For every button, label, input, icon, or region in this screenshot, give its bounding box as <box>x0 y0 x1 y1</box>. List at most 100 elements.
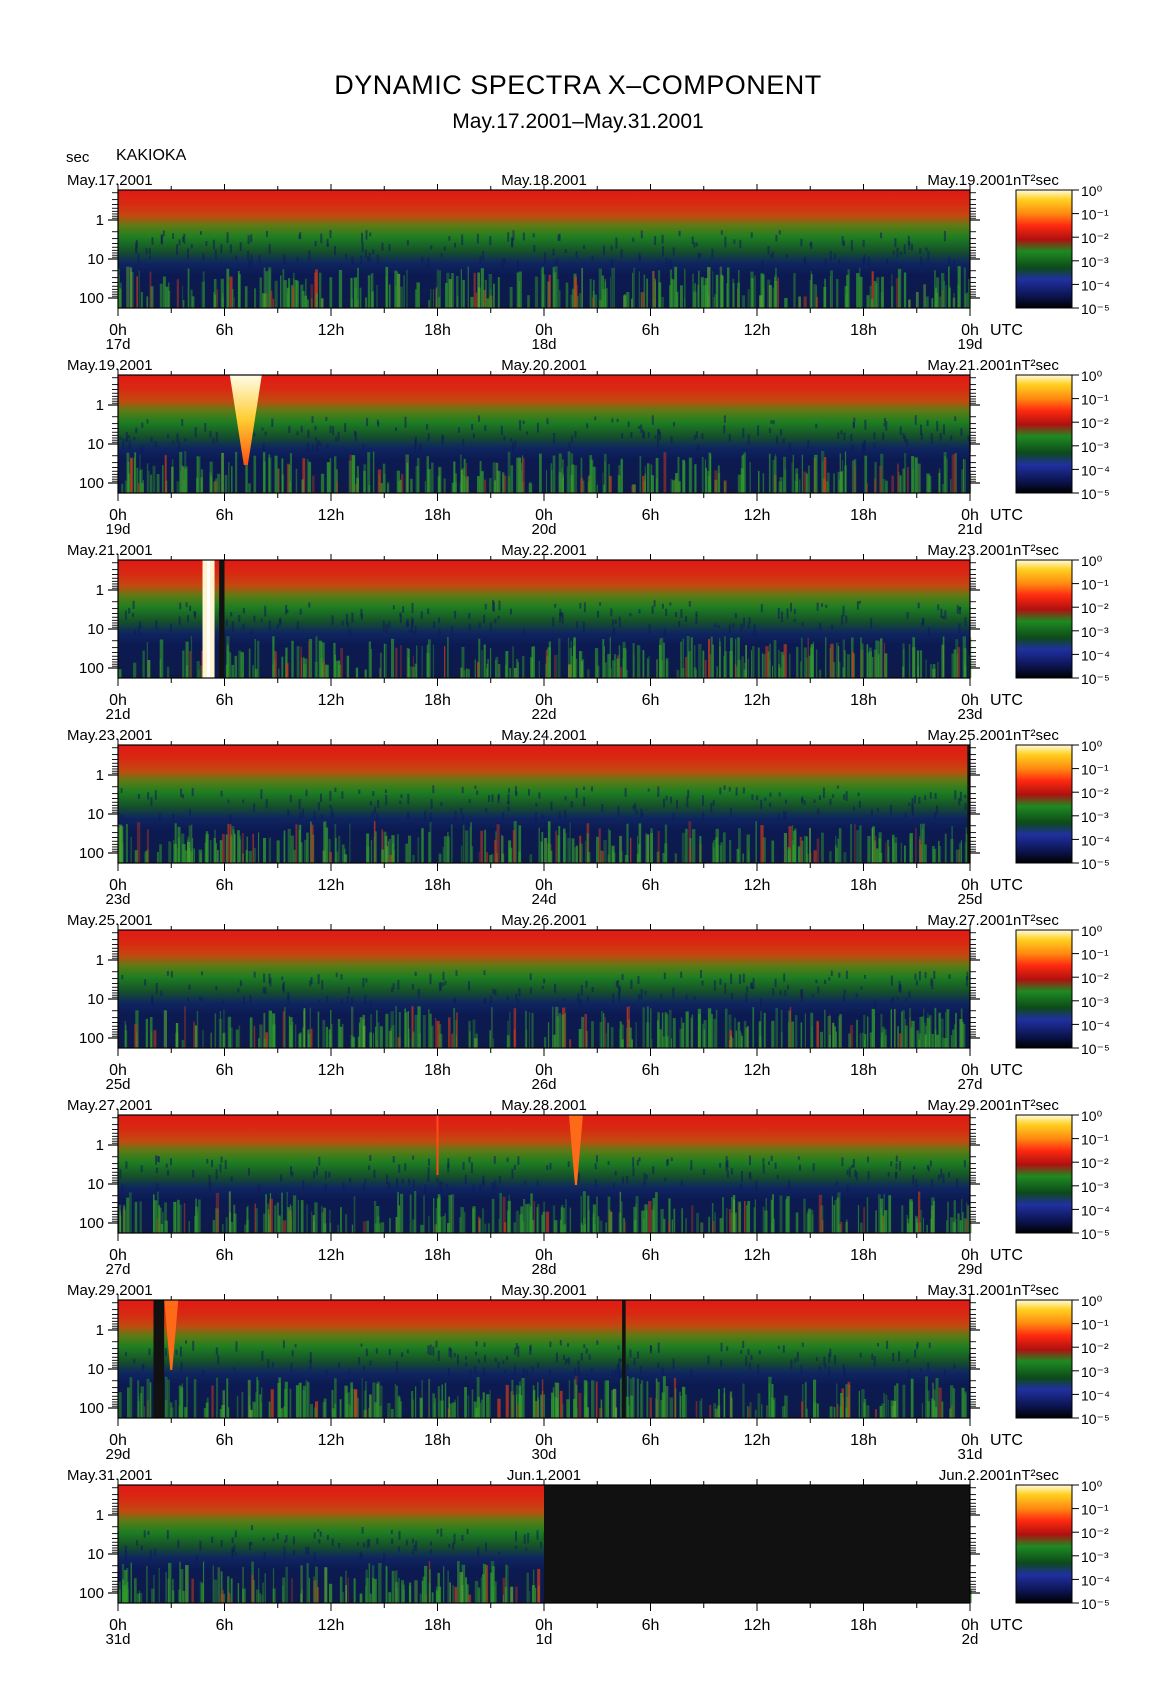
y-tick-label: 1 <box>96 1507 104 1524</box>
x-tick-label: 18h <box>424 507 451 524</box>
spectrum-panel-7: May.29.2001 May.30.2001 May.31.2001 nT²sec1… <box>67 1282 1110 1463</box>
colorbar-tick-label: 10⁰ <box>1081 1108 1103 1124</box>
spectrum-texture <box>118 1340 971 1418</box>
x-tick-label: 6h <box>642 1062 660 1079</box>
colorbar-tick-label: 10⁰ <box>1081 553 1103 569</box>
colorbar-unit-label: nT²sec <box>1013 1282 1059 1299</box>
colorbar-unit-label: nT²sec <box>1013 727 1059 744</box>
x-tick-label: 0h <box>109 1247 127 1264</box>
x-tick-label: 0h <box>535 322 553 339</box>
y-tick-label: 1 <box>96 767 104 784</box>
spectrum-panel-4: May.23.2001 May.24.2001 May.25.2001 nT²sec1… <box>67 727 1110 908</box>
x-tick-label: 12h <box>318 322 345 339</box>
day-label: 20d <box>531 521 556 538</box>
colorbar-tick-label: 10⁻¹ <box>1081 1317 1109 1333</box>
spectrum-texture <box>118 785 971 863</box>
day-label: 24d <box>531 891 556 908</box>
colorbar-tick-label: 10⁻³ <box>1081 1364 1109 1380</box>
x-tick-label: 0h <box>109 1062 127 1079</box>
spectrum-texture <box>118 230 970 308</box>
day-label: 27d <box>957 1076 982 1093</box>
y-tick-label: 10 <box>87 621 104 638</box>
x-tick-label: 18h <box>424 322 451 339</box>
x-tick-label: 0h <box>961 692 979 709</box>
colorbar-tick-label: 10⁻⁵ <box>1081 1596 1110 1612</box>
spectrum-texture <box>119 1155 972 1233</box>
colorbar-tick-label: 10⁻² <box>1081 1155 1109 1171</box>
x-tick-label: 0h <box>961 877 979 894</box>
day-label: 28d <box>531 1261 556 1278</box>
y-tick-label: 1 <box>96 1137 104 1154</box>
day-label: 29d <box>105 1446 130 1463</box>
x-tick-label: 12h <box>744 1432 771 1449</box>
x-unit-label: UTC <box>990 507 1023 524</box>
x-tick-label: 18h <box>424 877 451 894</box>
colorbar-tick-label: 10⁰ <box>1081 1478 1103 1494</box>
colorbar-tick-label: 10⁰ <box>1081 738 1103 754</box>
chart-subtitle: May.17.2001–May.31.2001 <box>452 110 704 133</box>
x-tick-label: 0h <box>961 322 979 339</box>
colorbar-tick-label: 10⁻⁴ <box>1081 832 1110 848</box>
colorbar-tick-label: 10⁻⁵ <box>1081 1226 1110 1242</box>
colorbar: 10⁰ 10⁻¹ 10⁻² 10⁻³ 10⁻⁴ 10⁻⁵ <box>1015 1293 1110 1427</box>
x-tick-label: 18h <box>424 1432 451 1449</box>
x-tick-label: 12h <box>318 507 345 524</box>
day-label: 23d <box>105 891 130 908</box>
x-tick-label: 6h <box>642 1432 660 1449</box>
colorbar-tick-label: 10⁻³ <box>1081 1179 1109 1195</box>
colorbar-tick-label: 10⁻⁵ <box>1081 301 1110 317</box>
panel-date-end: Jun.2.2001 <box>939 1467 1013 1484</box>
colorbar-tick-label: 10⁻⁴ <box>1081 1387 1110 1403</box>
x-tick-label: 18h <box>424 692 451 709</box>
x-tick-label: 6h <box>216 1432 234 1449</box>
day-label: 21d <box>105 706 130 723</box>
x-tick-label: 12h <box>318 692 345 709</box>
colorbar-tick-label: 10⁻³ <box>1081 624 1109 640</box>
x-tick-label: 12h <box>744 507 771 524</box>
panel-date-mid: May.30.2001 <box>501 1282 587 1299</box>
x-tick-label: 12h <box>318 1432 345 1449</box>
x-tick-label: 0h <box>535 692 553 709</box>
colorbar-unit-label: nT²sec <box>1013 1097 1059 1114</box>
colorbar-tick-label: 10⁻² <box>1081 415 1109 431</box>
y-tick-label: 100 <box>79 1030 104 1047</box>
y-tick-label: 100 <box>79 660 104 677</box>
day-label: 19d <box>105 521 130 538</box>
y-tick-label: 1 <box>96 1322 104 1339</box>
x-tick-label: 0h <box>109 692 127 709</box>
colorbar-unit-label: nT²sec <box>1013 1467 1059 1484</box>
colorbar-tick-label: 10⁻⁵ <box>1081 1411 1110 1427</box>
x-tick-label: 6h <box>642 1617 660 1634</box>
y-unit-label: sec <box>66 149 90 166</box>
x-tick-label: 0h <box>961 1247 979 1264</box>
x-tick-label: 6h <box>216 322 234 339</box>
panel-date-mid: May.18.2001 <box>501 172 587 189</box>
day-label: 23d <box>957 706 982 723</box>
x-unit-label: UTC <box>990 1617 1023 1634</box>
colorbar-tick-label: 10⁻¹ <box>1081 577 1109 593</box>
day-label: 31d <box>105 1631 130 1648</box>
day-label: 18d <box>531 336 556 353</box>
colorbar-tick-label: 10⁻¹ <box>1081 392 1109 408</box>
x-tick-label: 6h <box>216 1247 234 1264</box>
x-tick-label: 12h <box>318 877 345 894</box>
colorbar-tick-label: 10⁻³ <box>1081 254 1109 270</box>
colorbar: 10⁰ 10⁻¹ 10⁻² 10⁻³ 10⁻⁴ 10⁻⁵ <box>1015 1478 1110 1612</box>
y-tick-label: 1 <box>96 397 104 414</box>
x-tick-label: 18h <box>850 1062 877 1079</box>
colorbar-tick-label: 10⁻⁵ <box>1081 1041 1110 1057</box>
x-tick-label: 18h <box>850 507 877 524</box>
spectrum-image <box>118 930 970 1048</box>
y-tick-label: 100 <box>79 475 104 492</box>
y-tick-label: 10 <box>87 251 104 268</box>
x-tick-label: 12h <box>744 877 771 894</box>
y-tick-label: 100 <box>79 845 104 862</box>
day-label: 29d <box>957 1261 982 1278</box>
x-tick-label: 6h <box>642 322 660 339</box>
colorbar-tick-label: 10⁻¹ <box>1081 1502 1109 1518</box>
colorbar-tick-label: 10⁰ <box>1081 183 1103 199</box>
panel-date-mid: Jun.1.2001 <box>507 1467 581 1484</box>
y-tick-label: 10 <box>87 806 104 823</box>
x-tick-label: 18h <box>424 1062 451 1079</box>
